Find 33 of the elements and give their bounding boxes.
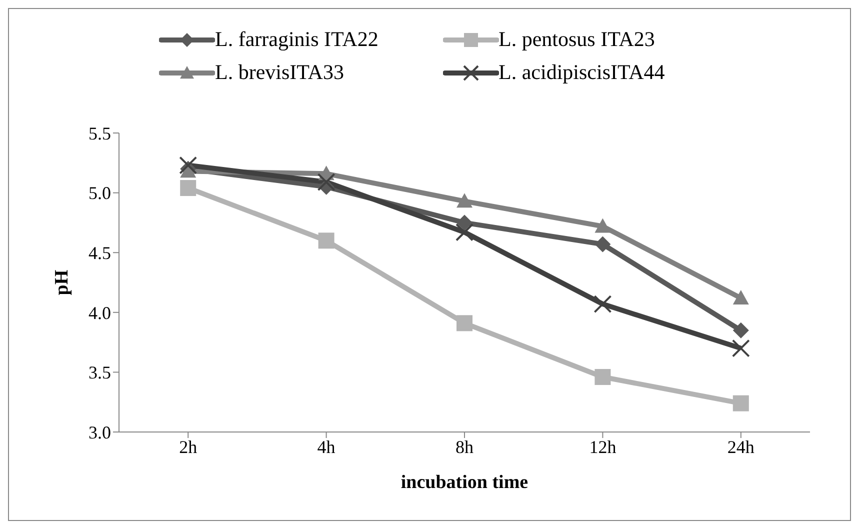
x-tick-label: 2h: [179, 436, 198, 457]
point: [456, 315, 472, 332]
x-tick-label: 24h: [727, 436, 754, 457]
x-tick-label: 12h: [589, 436, 616, 457]
point: [594, 236, 611, 252]
point: [732, 339, 750, 358]
point: [456, 193, 472, 208]
point: [732, 395, 749, 412]
point: [732, 290, 749, 304]
y-tick-label: 3.5: [88, 362, 111, 383]
x-axis-title: incubation time: [400, 472, 528, 493]
point: [594, 218, 611, 233]
point: [594, 368, 611, 385]
y-tick-label: 3.0: [88, 422, 111, 442]
point: [594, 295, 612, 314]
point: [317, 173, 336, 192]
legend-label: L. farraginis ITA22: [215, 27, 378, 52]
legend-label: L. acidipiscisITA44: [498, 60, 665, 85]
point: [179, 156, 198, 174]
point: [180, 180, 196, 196]
y-tick-label: 4.5: [88, 242, 111, 263]
point: [732, 322, 749, 338]
legend-label: L. brevisITA33: [215, 60, 344, 85]
x-tick-label: 4h: [317, 436, 336, 457]
y-axis-title: pH: [52, 270, 73, 296]
point: [456, 223, 474, 242]
x-tick-label: 8h: [456, 436, 474, 457]
point: [456, 214, 472, 231]
legend-label: L. pentosus ITA23: [498, 27, 655, 52]
point: [318, 232, 334, 249]
y-tick-label: 4.0: [88, 302, 111, 323]
y-tick-label: 5.5: [88, 123, 111, 144]
y-tick-label: 5.0: [88, 183, 111, 204]
